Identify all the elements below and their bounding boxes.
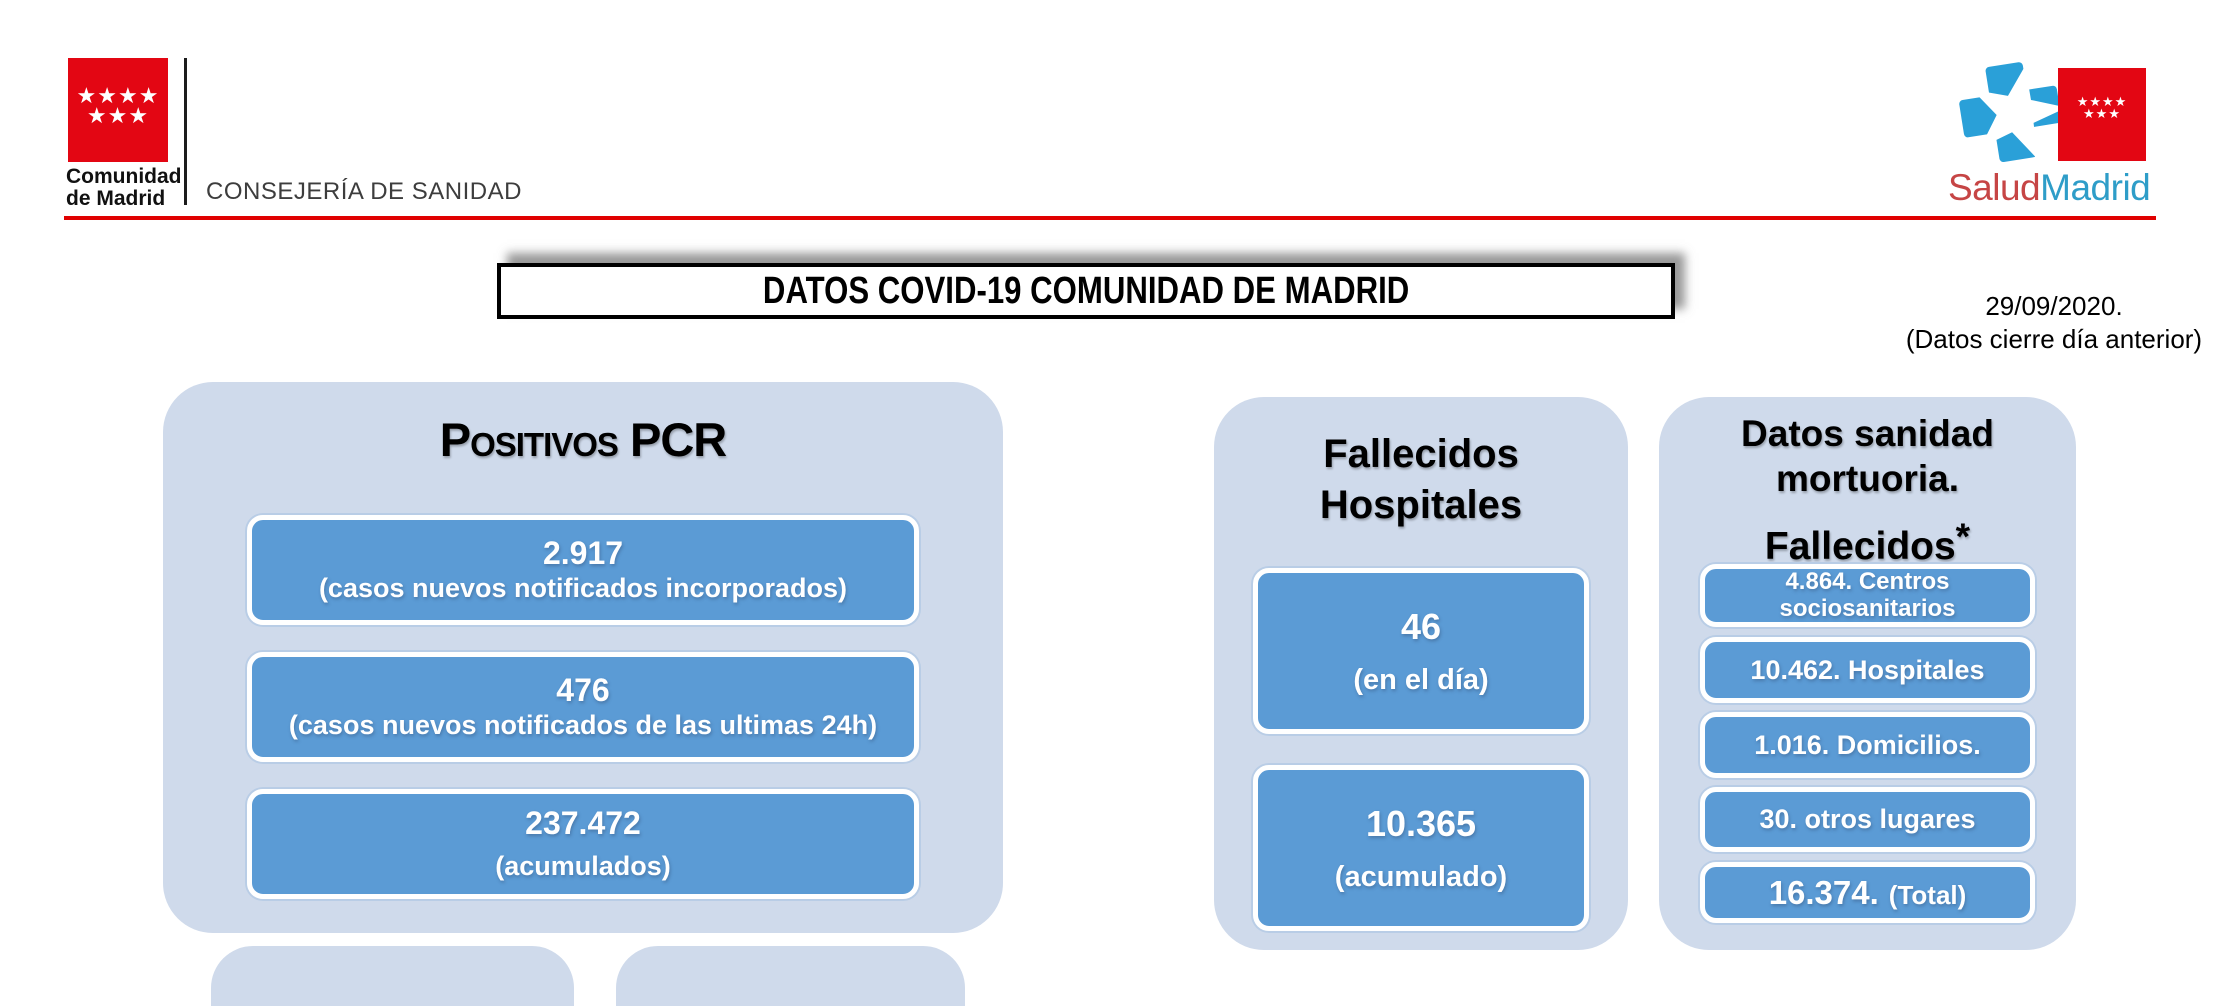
comunidad-madrid-flag-logo: ★★★★ ★★★ (68, 58, 168, 162)
stat-box-hospitales: 10.462. Hospitales (1700, 637, 2035, 703)
panel-fallecidos-title: Fallecidos Hospitales (1214, 397, 1628, 531)
stat-label: (acumulado) (1334, 860, 1508, 893)
salud-madrid-cross-star-icon (1959, 62, 2067, 162)
title-line2: mortuoria. (1776, 458, 1959, 500)
comunidad-madrid-wordmark: Comunidad de Madrid (66, 166, 182, 210)
stat-label: (casos nuevos notificados incorporados) (318, 573, 848, 604)
wordmark-line1: Comunidad (66, 165, 182, 188)
stat-value: 2.917 (542, 534, 624, 571)
title-line1: Datos sanidad (1741, 413, 1994, 454)
stat-label: (acumulados) (495, 851, 671, 882)
stat-text: 30. otros lugares (1759, 804, 1976, 835)
panel-cutoff-left (211, 946, 574, 1006)
stat-value: 476 (556, 671, 610, 708)
department-name: CONSEJERÍA DE SANIDAD (206, 178, 522, 205)
stat-box-fallecidos-acumulado: 10.365 (acumulado) (1253, 765, 1589, 931)
stat-value: 237.472 (525, 804, 641, 841)
stars-icon: ★★★★ (76, 83, 160, 108)
stat-box-centros-sociosanitarios: 4.864. Centros sociosanitarios (1700, 564, 2035, 627)
title-line1: Fallecidos (1323, 432, 1519, 476)
header-red-rule (64, 216, 2156, 220)
stat-label: (casos nuevos notificados de las ultimas… (288, 710, 878, 741)
title-line2: Hospitales (1319, 483, 1523, 528)
salud-madrid-flag-icon: ★★★★ ★★★ (2058, 68, 2146, 161)
panel-cutoff-right (616, 946, 965, 1006)
stat-value: 16.374. (1768, 873, 1879, 911)
document-title-box: DATOS COVID-19 COMUNIDAD DE MADRID (497, 263, 1675, 319)
stat-box-casos-24h: 476 (casos nuevos notificados de las ult… (247, 652, 919, 762)
stars-icon: ★★★★ (2076, 94, 2128, 109)
panel-positivos-title: Positivos PCR (439, 413, 728, 466)
stat-box-total: 16.374. (Total) (1700, 862, 2035, 923)
wordmark-line2: de Madrid (66, 186, 166, 210)
madrid-word: Madrid (2040, 167, 2151, 208)
panel-mortuoria-subtitle: Fallecidos* (1659, 515, 2076, 569)
stars-icon: ★★★ (2083, 106, 2121, 122)
report-date-block: 29/09/2020. (Datos cierre día anterior) (1880, 290, 2228, 357)
stars-icon: ★★★ (86, 103, 150, 129)
stat-box-acumulados: 237.472 (acumulados) (247, 789, 919, 899)
stat-text: 10.462. Hospitales (1750, 654, 1985, 685)
stat-text: 1.016. Domicilios. (1754, 729, 1981, 760)
stat-label: (en el día) (1353, 663, 1489, 696)
header-vertical-divider (184, 58, 187, 205)
panel-sanidad-mortuoria: Datos sanidad mortuoria. Fallecidos* 4.8… (1659, 397, 2076, 950)
stat-value: 10.365 (1365, 802, 1477, 844)
stat-box-fallecidos-dia: 46 (en el día) (1253, 568, 1589, 734)
stat-box-domicilios: 1.016. Domicilios. (1700, 712, 2035, 778)
salud-word: Salud (1948, 167, 2041, 208)
document-title: DATOS COVID-19 COMUNIDAD DE MADRID (762, 269, 1410, 312)
panel-mortuoria-title: Datos sanidad mortuoria. (1659, 397, 2076, 501)
stat-value: 46 (1400, 605, 1442, 647)
asterisk-footnote-mark: * (1955, 515, 1971, 558)
report-date-note: (Datos cierre día anterior) (1905, 324, 2203, 355)
stat-box-otros-lugares: 30. otros lugares (1700, 787, 2035, 852)
stat-box-casos-incorporados: 2.917 (casos nuevos notificados incorpor… (247, 515, 919, 625)
panel-fallecidos-hospitales: Fallecidos Hospitales 46 (en el día) 10.… (1214, 397, 1628, 950)
report-date: 29/09/2020. (1985, 291, 2123, 321)
salud-madrid-wordmark: SaludMadrid (1948, 167, 2151, 209)
stat-label: (Total) (1888, 879, 1967, 910)
panel-positivos-pcr: Positivos PCR 2.917 (casos nuevos notifi… (163, 382, 1003, 933)
stat-text: 4.864. Centros sociosanitarios (1779, 567, 1956, 622)
subtitle-text: Fallecidos (1764, 525, 1956, 569)
